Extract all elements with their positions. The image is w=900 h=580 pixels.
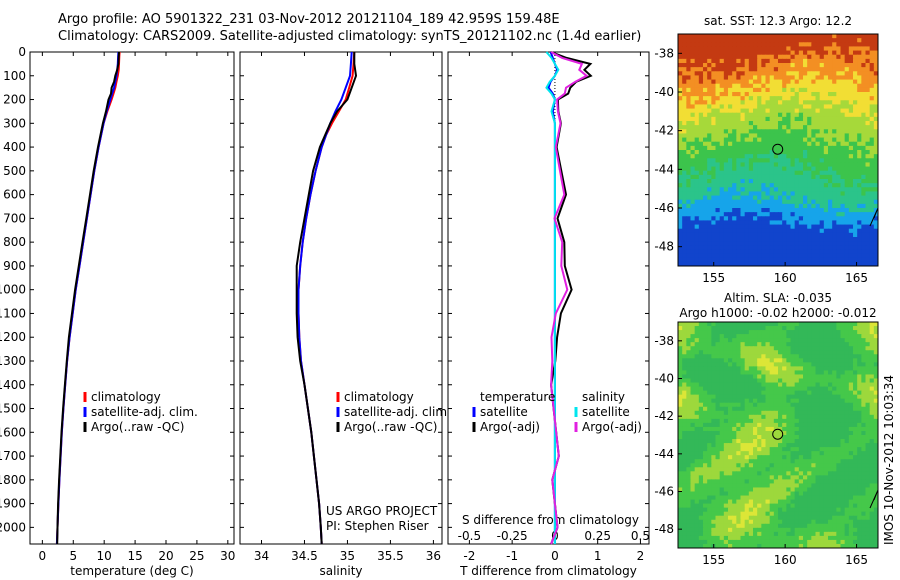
s-tick-label: 0.5 [631,529,650,543]
y-tick-label: 1400 [0,378,26,392]
legend-label: climatology [344,390,414,404]
y-tick-label: 1000 [0,283,26,297]
coastline [869,207,879,227]
y-tick-label: 800 [3,235,26,249]
y-tick-label: 2000 [0,520,26,534]
profile-panel-difference [447,51,650,545]
figure-title-line1: Argo profile: AO 5901322_231 03-Nov-2012… [58,12,560,27]
x-tick-label: -2 [463,549,475,563]
x-tick-label: 35 [340,549,355,563]
s-axis-label: S difference from climatology [462,513,639,527]
series-line-argo-raw-qc- [295,52,358,545]
x-tick-label: 5 [69,549,77,563]
y-tick-label: 300 [3,116,26,130]
map-y-tick-label: -40 [654,85,674,99]
legend-label: Argo(-adj) [480,420,540,434]
y-tick-label: 1200 [0,330,26,344]
project-label: US ARGO PROJECT [326,504,438,518]
y-tick-label: 1300 [0,354,26,368]
x-tick-label: 0 [551,549,559,563]
figure-title-line2: Climatology: CARS2009. Satellite-adjuste… [58,29,642,44]
legend-label: climatology [91,390,161,404]
y-tick-label: 0 [18,45,26,59]
s-tick-label: 0.25 [584,529,611,543]
y-tick-label: 500 [3,164,26,178]
map-x-tick-label: 165 [845,553,868,567]
y-tick-label: 1100 [0,306,26,320]
map-frame [677,33,879,267]
x-tick-label: 0 [39,549,47,563]
map-x-tick-label: 160 [774,553,797,567]
x-tick-label: 15 [127,549,142,563]
y-tick-label: 1800 [0,473,26,487]
map-x-tick-label: 155 [702,553,725,567]
sla-map-title: Altim. SLA: -0.035 [724,291,832,305]
x-tick-label: 35.5 [377,549,404,563]
y-tick-label: 600 [3,188,26,202]
x-tick-label: 10 [97,549,112,563]
map-y-tick-label: -38 [654,46,674,60]
legend-label: satellite-adj. clim. [344,405,451,419]
map-y-tick-label: -42 [654,124,674,138]
y-tick-label: 1600 [0,425,26,439]
map-y-tick-label: -46 [654,201,674,215]
y-tick-label: 900 [3,259,26,273]
argo-position-marker [772,428,784,440]
map-y-tick-label: -40 [654,372,674,386]
map-y-tick-label: -48 [654,522,674,536]
x-tick-label: 1 [594,549,602,563]
map-y-tick-label: -42 [654,409,674,423]
series-line-argo-raw-qc- [56,51,120,545]
y-tick-label: 100 [3,69,26,83]
profile-panel-temperature [29,51,235,545]
y-tick-label: 200 [3,93,26,107]
legend-header: salinity [582,390,625,404]
x-axis-label: temperature (deg C) [70,564,193,578]
x-tick-label: 34 [254,549,269,563]
y-tick-label: 1500 [0,402,26,416]
sst-map-title: sat. SST: 12.3 Argo: 12.2 [704,14,852,28]
argo-position-marker [772,143,784,155]
y-tick-label: 1700 [0,449,26,463]
map-y-tick-label: -46 [654,485,674,499]
map-x-tick-label: 165 [845,271,868,285]
map-y-tick-label: -44 [654,162,674,176]
y-tick-label: 400 [3,140,26,154]
pi-label: PI: Stephen Riser [326,519,429,533]
x-tick-label: 36 [426,549,441,563]
timestamp-label: IMOS 10-Nov-2012 10:03:34 [882,375,896,545]
legend-label: satellite [582,405,630,419]
legend-header: temperature [480,390,555,404]
coastline [869,489,879,509]
y-tick-label: 700 [3,211,26,225]
x-tick-label: 34.5 [291,549,318,563]
x-axis-label: salinity [319,564,362,578]
x-tick-label: 20 [158,549,173,563]
map-x-tick-label: 155 [702,271,725,285]
profile-panel-salinity [239,51,443,545]
series-line-argo-adj- [550,51,589,545]
s-tick-label: -0.5 [458,529,481,543]
x-axis-label: T difference from climatology [459,564,637,578]
x-tick-label: 30 [220,549,235,563]
legend-label: Argo(..raw -QC) [91,420,184,434]
map-heatmap-sst_map [678,34,878,266]
map-y-tick-label: -44 [654,447,674,461]
legend-label: Argo(-adj) [582,420,642,434]
map-x-tick-label: 160 [774,271,797,285]
x-tick-label: -1 [506,549,518,563]
legend-label: satellite-adj. clim. [91,405,198,419]
s-tick-label: -0.25 [497,529,528,543]
map-y-tick-label: -48 [654,240,674,254]
map-heatmap-sla_map [678,322,878,548]
legend-label: satellite [480,405,528,419]
legend-label: Argo(..raw -QC) [344,420,437,434]
x-tick-label: 25 [189,549,204,563]
sla-map-subtitle: Argo h1000: -0.02 h2000: -0.012 [679,306,876,320]
map-frame [677,321,879,549]
y-tick-label: 1900 [0,497,26,511]
map-y-tick-label: -38 [654,334,674,348]
x-tick-label: 2 [637,549,645,563]
